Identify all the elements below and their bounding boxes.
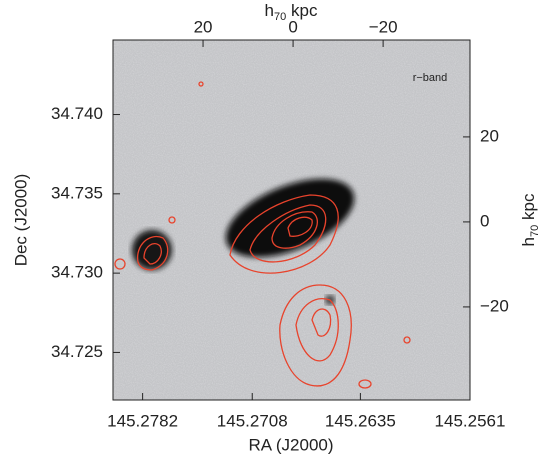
- tick-label: 0: [288, 17, 297, 36]
- y-axis-label: Dec (J2000): [11, 174, 30, 267]
- tick-label: 34.725: [51, 342, 103, 361]
- tick-label: 20: [480, 126, 499, 145]
- tick-label: 145.2782: [107, 411, 178, 430]
- annotation: r−band: [413, 72, 448, 84]
- tick-label: 34.735: [51, 183, 103, 202]
- plot-frame: [112, 39, 471, 401]
- x2-axis-label: h70 kpc: [265, 1, 318, 22]
- contours: [114, 81, 411, 389]
- y2-axis-label: h70 kpc: [519, 193, 540, 246]
- sky-image: [113, 40, 470, 400]
- tick-label: −20: [480, 296, 509, 315]
- tick-label: 145.2561: [435, 411, 506, 430]
- tick-label: 0: [480, 211, 489, 230]
- tick-label: 34.740: [51, 104, 103, 123]
- tick-label: 20: [194, 17, 213, 36]
- tick-label: −20: [369, 17, 398, 36]
- tick-label: 34.730: [51, 263, 103, 282]
- x-axis-label: RA (J2000): [248, 435, 333, 454]
- tick-label: 145.2708: [217, 411, 288, 430]
- tick-label: 145.2635: [325, 411, 396, 430]
